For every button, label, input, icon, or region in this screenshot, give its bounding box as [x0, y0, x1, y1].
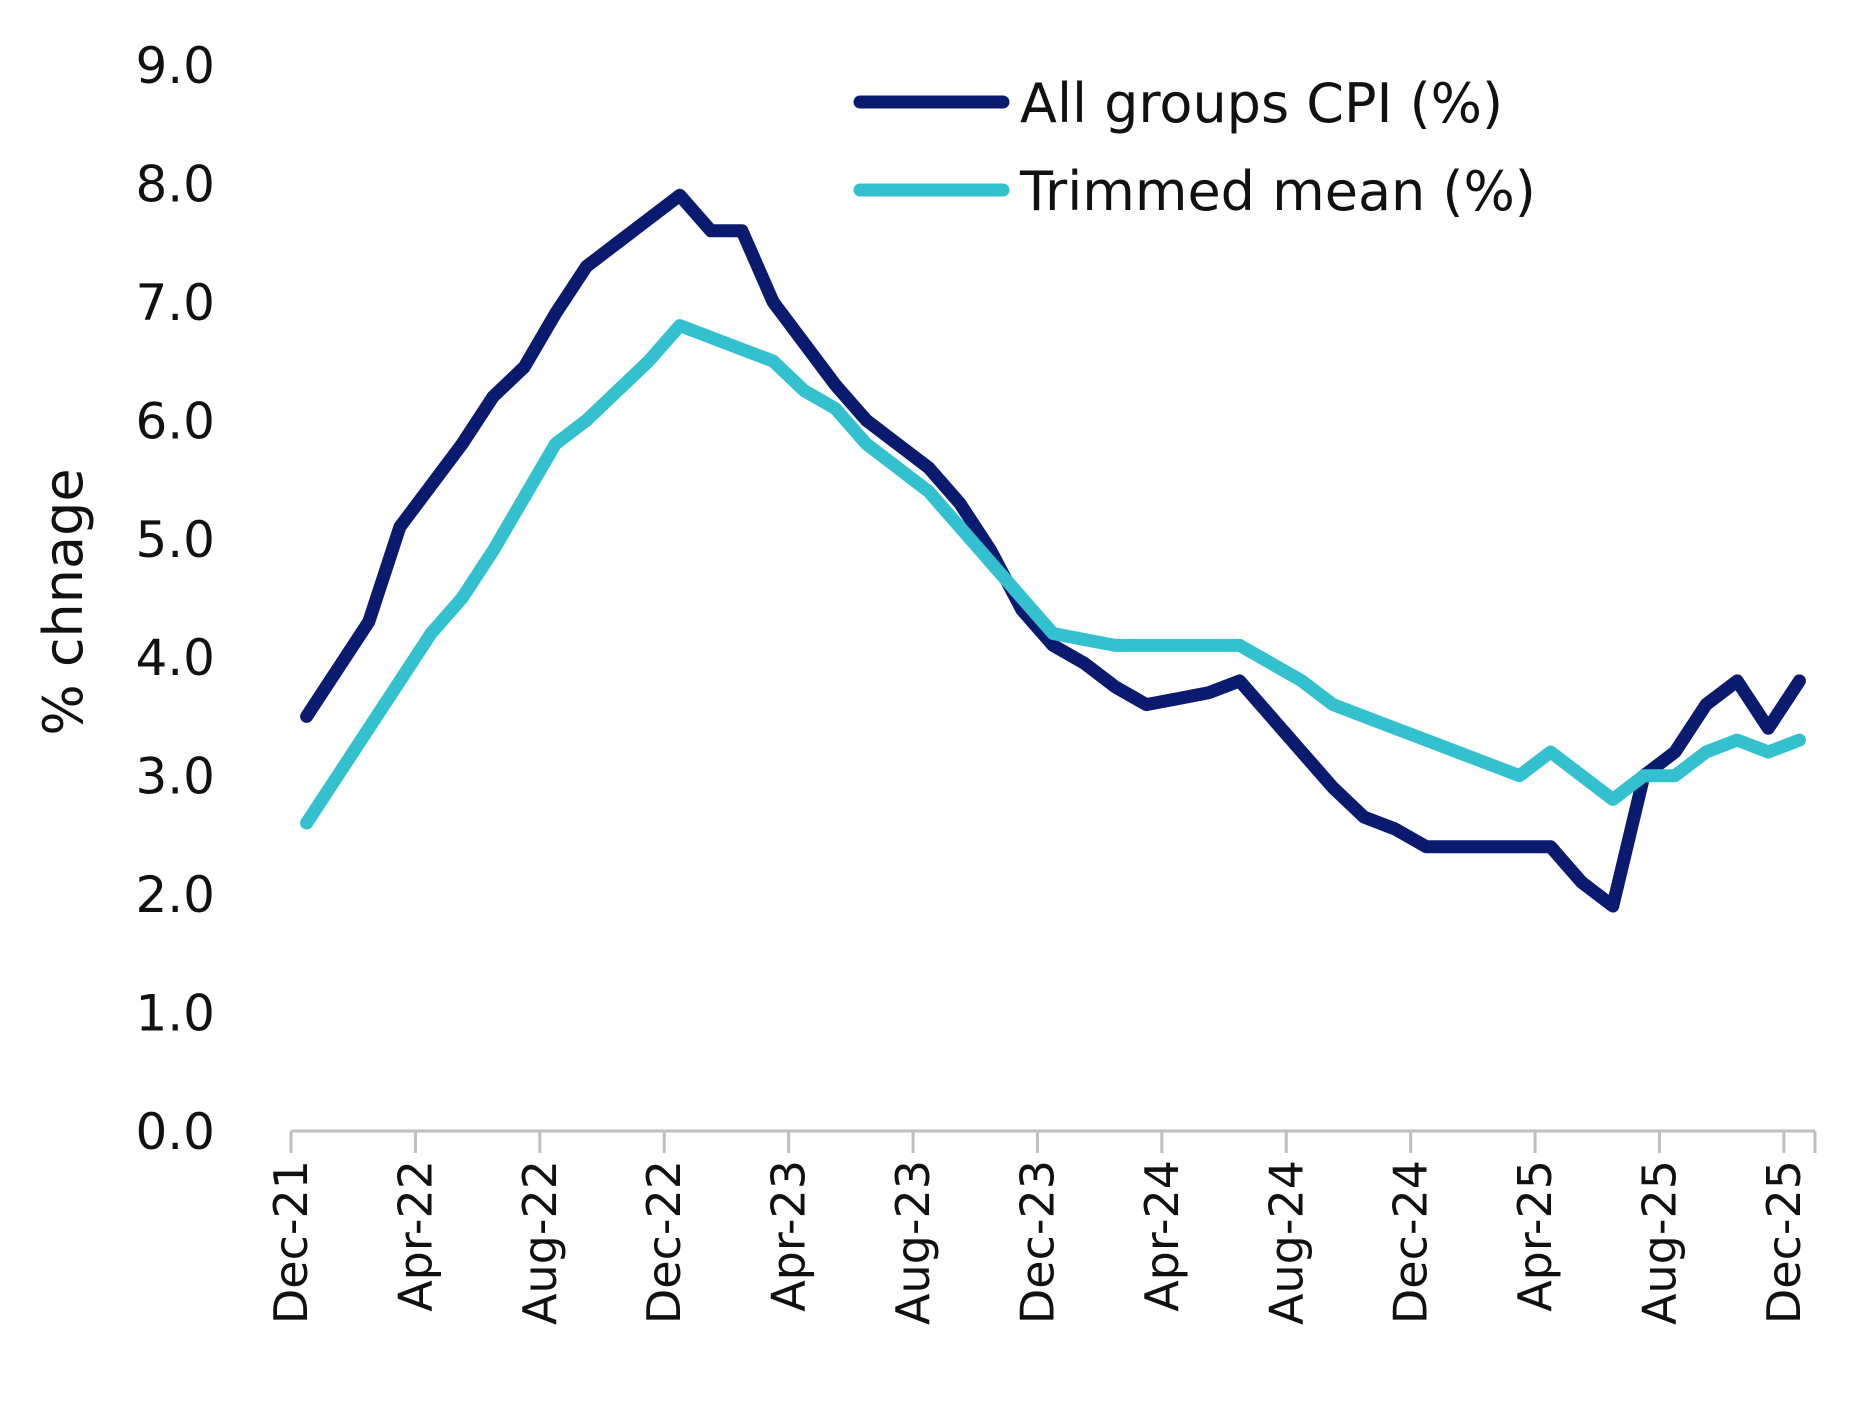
y-tick-label: 2.0: [135, 866, 215, 924]
y-axis-title: % chnage: [32, 468, 95, 735]
y-tick-label: 0.0: [135, 1103, 215, 1161]
legend-label: Trimmed mean (%): [1019, 160, 1536, 223]
y-tick-label: 5.0: [135, 511, 215, 569]
y-tick-label: 4.0: [135, 629, 215, 687]
series-line-trimmed-mean: [300, 319, 1806, 830]
y-axis: 0.0 1.0 2.0 3.0 4.0 5.0 6.0 7.0 8.0 9.0: [135, 37, 215, 1161]
legend: All groups CPI (%) Trimmed mean (%): [853, 72, 1536, 223]
series-lines: [300, 188, 1806, 913]
x-tick-label: Aug-22: [513, 1160, 567, 1325]
x-tick-label: Dec-25: [1757, 1160, 1811, 1324]
x-tick-label: Apr-22: [388, 1160, 442, 1312]
legend-label: All groups CPI (%): [1020, 72, 1503, 135]
y-tick-label: 6.0: [135, 392, 215, 450]
y-tick-label: 7.0: [135, 274, 215, 332]
series-line-all-groups-cpi: [300, 188, 1806, 913]
y-tick-label: 9.0: [135, 37, 215, 95]
y-tick-label: 1.0: [135, 985, 215, 1043]
x-axis: Dec-21 Apr-22 Aug-22 Dec-22 Apr-23 Aug-23 Dec-…: [264, 1129, 1817, 1325]
x-tick-label: Aug-25: [1632, 1160, 1686, 1325]
x-tick-label: Apr-23: [762, 1160, 816, 1312]
x-tick-label: Dec-23: [1010, 1160, 1064, 1324]
x-tick-label: Apr-24: [1135, 1160, 1189, 1312]
x-tick-label: Dec-22: [637, 1160, 691, 1324]
y-tick-label: 3.0: [135, 748, 215, 806]
x-tick-label: Apr-25: [1508, 1160, 1562, 1312]
x-tick-label: Dec-21: [264, 1160, 318, 1324]
x-tick-label: Dec-24: [1384, 1160, 1438, 1324]
x-tick-label: Aug-23: [886, 1160, 940, 1325]
x-tick-label: Aug-24: [1259, 1160, 1313, 1325]
y-tick-label: 8.0: [135, 155, 215, 213]
